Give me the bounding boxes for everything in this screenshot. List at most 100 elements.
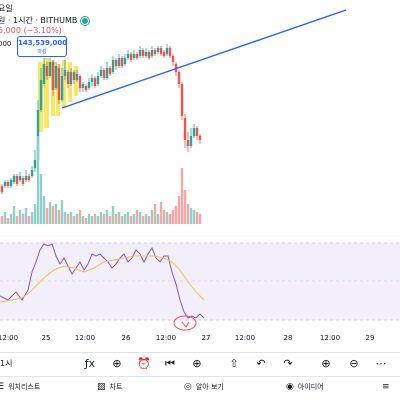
candle-body [81,84,85,88]
candle-body [189,136,193,146]
indicators-icon[interactable]: ƒx [84,357,96,370]
volume-bar [183,190,187,224]
rsi-circle-annotation[interactable] [173,315,197,331]
candle-body [60,76,64,100]
nav-menu[interactable]: ≡ [382,382,390,392]
candle-body [72,72,76,80]
volume-bar [96,216,100,224]
time-tick-label: 27 [201,334,211,342]
candle-body [123,58,127,64]
add-icon[interactable]: ⊕ [112,357,122,370]
volume-bar [3,212,7,224]
zoom-icon[interactable]: ⊕ [321,357,331,370]
candle-body [132,54,136,58]
chart-toolbar: 1시 ƒx ⊕ ⏰ ⏮ ⊕ ⇧ ↶ ↷ ⊕ ⊖ ⋯ [0,352,400,374]
volume-bar [81,216,85,224]
nav-chart[interactable]: ▨ 차트 [97,382,122,392]
candle-body [63,70,67,76]
candle-body [69,72,73,84]
alert-icon[interactable]: ⏰ [137,357,151,370]
candle-body [117,58,121,66]
volume-bar [72,216,76,224]
volume-bar [63,212,67,224]
volume-bar [180,168,184,224]
day-label: 요일 [0,4,13,13]
candle-body [48,62,52,76]
candle-body [78,76,82,88]
candle-body [9,180,13,186]
candle-body [120,58,124,66]
fullscreen-icon[interactable]: ⊖ [349,357,359,370]
price-chart[interactable] [0,0,400,334]
candle-body [186,140,190,146]
compare-icon[interactable]: ⊕ [192,357,202,370]
candle-body [138,50,142,56]
volume-bar [84,218,88,224]
volume-bar [159,202,163,224]
candle-body [162,52,166,56]
candle-body [165,48,169,54]
share-icon[interactable]: ⇧ [229,357,239,370]
candle-body [102,70,106,78]
price-marker-label: 마킹 [37,49,47,55]
nav-label: 워치리스트 [8,383,41,391]
time-axis: 12:00 25 12:00 26 12:00 27 12:00 28 12:0… [0,334,400,348]
candle-body [105,68,109,78]
volume-bar [90,216,94,224]
volume-bar [153,204,157,224]
symbol-info[interactable]: 원 · 1시간 · BITHUMB [0,15,90,26]
volume-bar [108,216,112,224]
volume-bar [36,136,40,224]
undo-icon[interactable]: ↶ [256,357,266,370]
price-marker-box[interactable]: 143,539,000 마킹 [17,36,67,57]
time-tick-label: 25 [41,334,51,342]
volume-bar [27,216,31,224]
time-tick-label: 12:00 [234,334,256,342]
volume-bar [150,210,154,224]
volume-bar [198,214,202,224]
more-icon[interactable]: ⋯ [375,357,387,370]
redo-icon[interactable]: ↷ [283,357,293,370]
candle-body [21,178,25,184]
candle-body [156,48,160,52]
trendline[interactable] [61,9,347,109]
volume-bar [21,214,25,224]
nav-label: 아이디어 [297,383,324,391]
explore-icon: ◎ [184,382,192,392]
volume-bar [39,174,43,224]
candle-body [150,50,154,56]
volume-bar [111,206,115,224]
candle-body [195,128,199,136]
volume-bar [123,214,127,224]
candle-body [6,182,10,186]
volume-bar [42,196,46,224]
volume-bar [156,214,160,224]
candle-body [171,56,175,62]
volume-bar [102,214,106,224]
symbol-label: 원 · 1시간 · BITHUMB [0,16,78,25]
nav-ideas[interactable]: ◉ 아이디어 [286,382,324,392]
replay-icon[interactable]: ⏮ [165,357,175,370]
volume-bar [24,208,28,224]
ideas-icon: ◉ [286,382,294,392]
volume-bar [117,212,121,224]
candle-body [183,118,187,140]
candle-body [39,80,43,110]
interval-button[interactable]: 1시 [0,359,13,368]
time-tick-label: 12:00 [155,334,177,342]
nav-watchlist[interactable]: ☰ 워치리스트 [0,382,40,392]
nav-label: 알아 보기 [195,383,224,391]
volume-bar [138,212,142,224]
chart-header: 요일 원 · 1시간 · BITHUMB 5,000 (−3.10%) 000 … [0,0,400,58]
volume-bar [57,210,61,224]
candle-body [93,78,97,86]
menu-icon: ≡ [382,382,390,392]
time-tick-label: 12:00 [74,334,96,342]
volume-bar [48,202,52,224]
volume-bar [177,196,181,224]
volume-bar [120,216,124,224]
nav-explore[interactable]: ◎ 알아 보기 [184,382,224,392]
volume-bar [87,214,91,224]
candle-body [45,66,49,76]
volume-bar [18,210,22,224]
